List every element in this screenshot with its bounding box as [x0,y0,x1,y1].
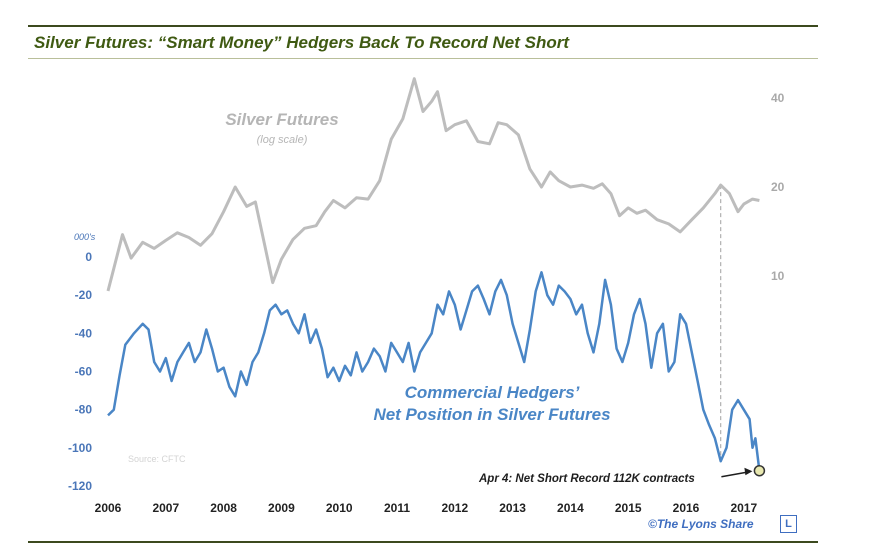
x-tick-label: 2010 [326,501,353,515]
logo-icon: L [780,515,797,533]
record-low-marker [753,464,766,477]
silver-futures-label: Silver Futures [225,110,338,129]
source-note: Source: CFTC [128,454,186,464]
annotation-text: Apr 4: Net Short Record 112K contracts [478,473,695,485]
left-tick-label: -40 [75,326,93,340]
x-tick-label: 2008 [210,501,237,515]
left-axis-ticks: 0 -20 -40 -60 -80 -100 -120 [68,250,92,493]
x-tick-label: 2009 [268,501,295,515]
left-tick-label: 0 [85,250,92,264]
x-tick-label: 2017 [730,501,757,515]
bottom-rule [28,541,818,543]
title-rule [28,58,818,59]
x-tick-label: 2014 [557,501,584,515]
left-tick-label: -120 [68,479,92,493]
x-tick-label: 2007 [152,501,179,515]
left-tick-label: -80 [75,403,93,417]
chart-title: Silver Futures: “Smart Money” Hedgers Ba… [34,33,569,52]
right-tick-label: 10 [771,269,785,283]
silver-futures-line [106,77,760,292]
x-tick-label: 2011 [384,501,410,515]
hedgers-net-position-line [107,271,761,471]
x-tick-label: 2015 [615,501,642,515]
hedgers-label-line1: Commercial Hedgers’ [405,383,580,402]
left-axis-unit: 000's [74,232,96,242]
silver-futures-sublabel: (log scale) [257,134,308,146]
x-tick-label: 2012 [441,501,468,515]
left-tick-label: -100 [68,441,92,455]
right-tick-label: 20 [771,180,785,194]
left-tick-label: -20 [75,288,93,302]
x-tick-label: 2006 [95,501,122,515]
right-axis-ticks: 10 20 40 [771,91,785,283]
annotation-arrowhead [744,467,753,476]
hedgers-label-line2: Net Position in Silver Futures [373,405,610,424]
right-tick-label: 40 [771,91,785,105]
left-tick-label: -60 [75,365,93,379]
x-axis-ticks: 2006 2007 2008 2009 2010 2011 2012 2013 2014 2015… [95,501,758,515]
x-tick-label: 2013 [499,501,526,515]
x-tick-label: 2016 [673,501,700,515]
credit-text: ©The Lyons Share [648,517,754,531]
annotation-arrow [721,470,750,478]
top-rule [28,25,818,27]
